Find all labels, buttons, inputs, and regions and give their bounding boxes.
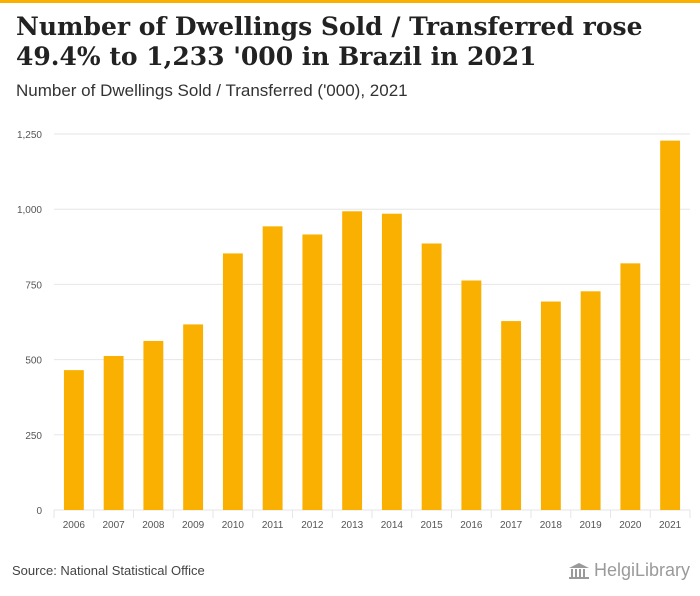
bar (580, 291, 601, 510)
bar (461, 280, 482, 510)
x-tick-label: 2019 (580, 520, 603, 531)
bar (183, 324, 204, 510)
bar (342, 211, 363, 510)
x-tick-label: 2021 (659, 520, 682, 531)
bar-chart: 0 250 500 750 1,000 1,250 2006 2007 2008 2009 2010… (17, 130, 691, 531)
source-note: Source: National Statistical Office (12, 563, 205, 578)
x-tick-label: 2010 (222, 520, 245, 531)
bar (381, 213, 402, 510)
bar (540, 301, 561, 510)
top-accent-rule (0, 0, 700, 3)
y-tick-label: 1,000 (17, 205, 42, 216)
x-tick-label: 2007 (103, 520, 126, 531)
chart-area: 0 250 500 750 1,000 1,250 2006 2007 2008 2009 2010… (0, 118, 700, 538)
y-tick-label: 1,250 (17, 130, 42, 141)
x-tick-label: 2012 (301, 520, 324, 531)
x-tick-label: 2016 (460, 520, 483, 531)
y-tick-label: 250 (25, 431, 42, 442)
x-tick-label: 2018 (540, 520, 563, 531)
x-tick-label: 2009 (182, 520, 205, 531)
y-tick-label: 750 (25, 280, 42, 291)
bar (222, 253, 243, 510)
bar (501, 321, 522, 510)
chart-title: Number of Dwellings Sold / Transferred r… (16, 12, 643, 71)
x-tick-label: 2020 (619, 520, 642, 531)
bar (302, 234, 323, 510)
x-tick-label: 2006 (63, 520, 86, 531)
x-tick-label: 2015 (421, 520, 444, 531)
x-tick-label: 2008 (142, 520, 165, 531)
library-building-icon (568, 562, 590, 580)
chart-subtitle: Number of Dwellings Sold / Transferred (… (16, 81, 408, 100)
bar (620, 263, 641, 510)
bar (421, 243, 442, 510)
y-tick-label: 0 (36, 506, 42, 517)
bar (660, 140, 681, 510)
brand-logo: HelgiLibrary (568, 560, 690, 581)
bar (63, 370, 84, 510)
x-tick-label: 2011 (262, 520, 284, 531)
x-tick-label: 2017 (500, 520, 523, 531)
bar (103, 355, 124, 510)
y-tick-label: 500 (25, 356, 42, 367)
bar (262, 226, 283, 511)
x-tick-label: 2014 (381, 520, 404, 531)
brand-name: HelgiLibrary (593, 560, 690, 580)
x-tick-label: 2013 (341, 520, 364, 531)
bar (143, 340, 164, 510)
